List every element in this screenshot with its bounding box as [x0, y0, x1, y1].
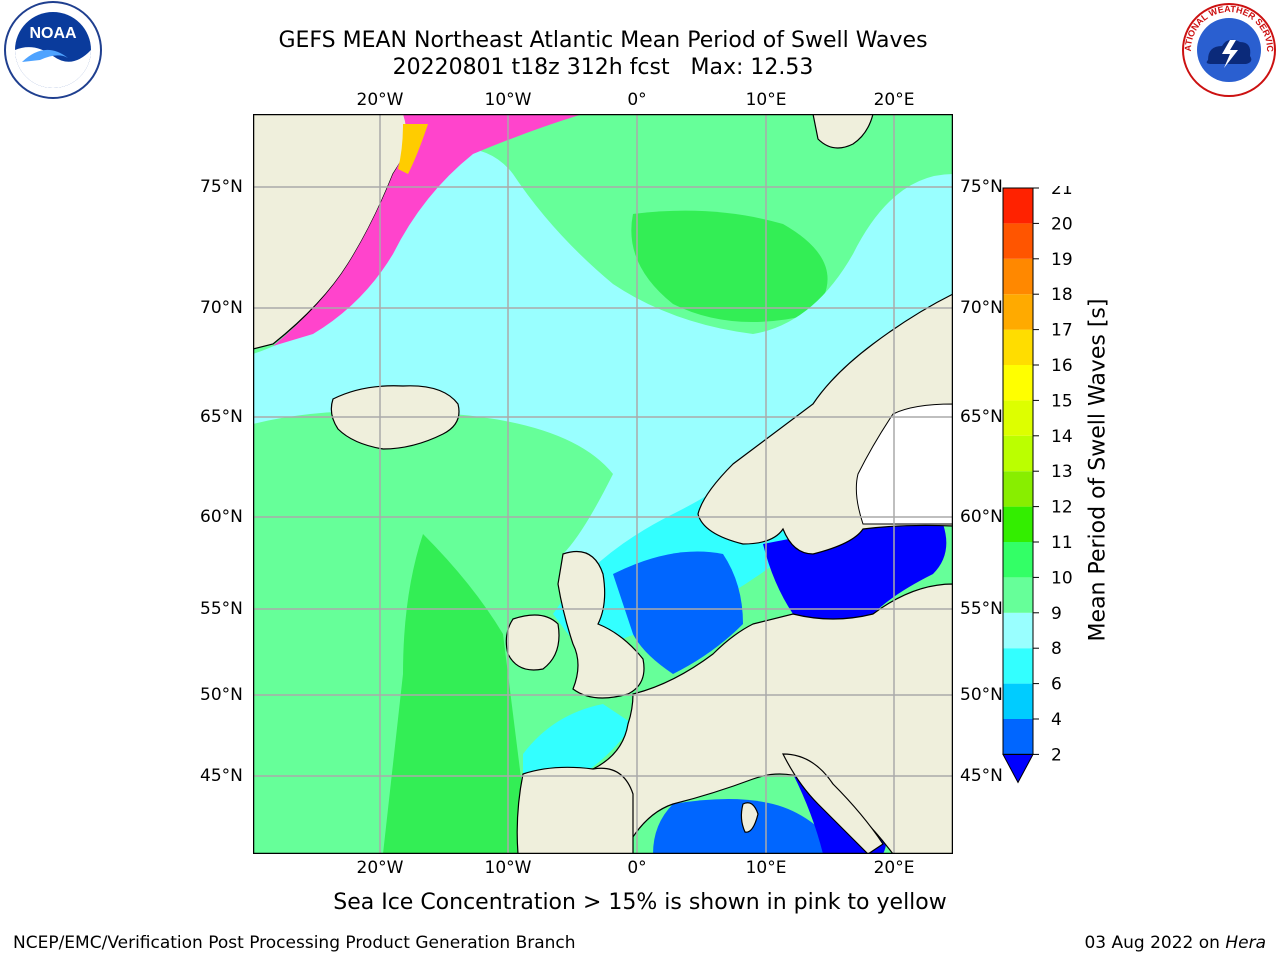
lat-label-right-50n: 50°N — [960, 685, 1003, 705]
colorbar-tick-label: 11 — [1051, 533, 1073, 553]
colorbar-tick-label: 9 — [1051, 604, 1062, 624]
lat-label-left-70n: 70°N — [200, 298, 243, 318]
colorbar: 2 4 6 8 9 10 11 12 13 14 15 16 17 18 19 20 21 — [1000, 179, 1090, 790]
colorbar-title: Mean Period of Swell Waves [s] — [1085, 298, 1111, 642]
lat-label-left-50n: 50°N — [200, 685, 243, 705]
colorbar-bin — [1003, 506, 1033, 542]
lat-label-right-45n: 45°N — [960, 766, 1003, 786]
lat-label-right-75n: 75°N — [960, 177, 1003, 197]
landmass-corsica — [740, 802, 759, 833]
footer-credit: NCEP/EMC/Verification Post Processing Pr… — [13, 933, 576, 953]
sea-ice-yellow — [398, 124, 428, 174]
colorbar-tick-label: 13 — [1051, 462, 1073, 482]
lat-label-right-60n: 60°N — [960, 507, 1003, 527]
lat-label-right-65n: 65°N — [960, 407, 1003, 427]
map-subtitle: 20220801 t18z 312h fcst Max: 12.53 — [392, 55, 814, 80]
footer-date-block: 03 Aug 2022 on Hera — [1084, 933, 1266, 953]
landmass-italy — [782, 753, 884, 854]
sea-ice-note: Sea Ice Concentration > 15% is shown in … — [333, 890, 947, 915]
lon-label-bottom-10w: 10°W — [484, 858, 532, 878]
graticule — [253, 114, 953, 854]
colorbar-under-arrow — [1002, 753, 1034, 784]
colorbar-tick-label: 12 — [1051, 498, 1073, 518]
colorbar-bin — [1003, 329, 1033, 365]
colorbar-bin — [1003, 258, 1033, 295]
gulf-of-bothnia — [855, 403, 953, 525]
colorbar-bin — [1003, 542, 1033, 578]
colorbar-tick-label: 8 — [1051, 639, 1062, 659]
colorbar-bin — [1003, 223, 1033, 259]
colorbar-canvas: 2 4 6 8 9 10 11 12 13 14 15 16 17 18 19 20 21 — [1002, 179, 1073, 784]
colorbar-bin — [1003, 400, 1033, 436]
lon-label-top-10e: 10°E — [745, 90, 787, 110]
colorbar-bin — [1003, 471, 1033, 507]
noaa-logo: NOAA — [0, 0, 106, 110]
footer-machine: Hera — [1225, 933, 1266, 953]
lat-label-left-55n: 55°N — [200, 599, 243, 619]
lon-label-top-10w: 10°W — [484, 90, 532, 110]
colorbar-bin — [1003, 294, 1033, 330]
landmass-great-britain — [557, 550, 645, 699]
map-frame — [252, 113, 954, 855]
landmass-svalbard — [812, 114, 874, 149]
noaa-logo-text: NOAA — [29, 25, 77, 42]
lon-label-top-20w: 20°W — [356, 90, 404, 110]
lon-label-top-0: 0° — [627, 90, 647, 110]
colorbar-tick-label: 20 — [1051, 214, 1073, 234]
colorbar-tick-label: 14 — [1051, 427, 1073, 447]
swell-period-map — [252, 113, 954, 858]
colorbar-tick-label: 10 — [1051, 568, 1073, 588]
lon-label-top-20e: 20°E — [873, 90, 915, 110]
colorbar-tick-label: 6 — [1051, 675, 1062, 695]
colorbar-bin — [1003, 683, 1033, 719]
colorbar-tick-label: 16 — [1051, 356, 1073, 376]
lat-label-right-70n: 70°N — [960, 298, 1003, 318]
lon-label-bottom-10e: 10°E — [745, 858, 787, 878]
colorbar-bin — [1003, 577, 1033, 613]
lat-label-left-75n: 75°N — [200, 177, 243, 197]
colorbar-tick-label: 17 — [1051, 321, 1073, 341]
lon-label-bottom-0: 0° — [627, 858, 647, 878]
lat-label-left-65n: 65°N — [200, 407, 243, 427]
sea-ice-pink — [273, 114, 583, 346]
colorbar-tick-label: 18 — [1051, 285, 1073, 305]
lon-label-bottom-20w: 20°W — [356, 858, 404, 878]
landmass-ireland — [505, 614, 560, 671]
colorbar-bin — [1003, 648, 1033, 684]
colorbar-tick-label: 2 — [1051, 745, 1062, 765]
landmass-iberia — [516, 766, 634, 854]
swell-zone-8-9s — [253, 147, 953, 635]
colorbar-bin — [1003, 365, 1033, 401]
swell-zone-10-11s — [383, 534, 523, 854]
colorbar-tick-label: 4 — [1051, 710, 1062, 730]
footer-date: 03 Aug 2022 on — [1084, 933, 1220, 953]
colorbar-bin — [1003, 719, 1033, 755]
lon-label-bottom-20e: 20°E — [873, 858, 915, 878]
lat-label-right-55n: 55°N — [960, 599, 1003, 619]
colorbar-bin — [1003, 435, 1033, 472]
colorbar-tick-label: 15 — [1051, 391, 1073, 411]
colorbar-tick-label: 21 — [1051, 186, 1073, 199]
colorbar-bin — [1003, 612, 1033, 649]
swell-zone-10-11s-north — [631, 210, 828, 322]
lat-label-left-45n: 45°N — [200, 766, 243, 786]
swell-zone-2-4s-north-sea — [613, 551, 743, 674]
colorbar-bin — [1003, 188, 1033, 224]
colorbar-tick-label: 19 — [1051, 250, 1073, 270]
lat-label-left-60n: 60°N — [200, 507, 243, 527]
map-title: GEFS MEAN Northeast Atlantic Mean Period… — [278, 28, 928, 53]
nws-logo: NATIONAL WEATHER SERVICE — [1175, 0, 1280, 106]
map-canvas — [252, 113, 954, 855]
